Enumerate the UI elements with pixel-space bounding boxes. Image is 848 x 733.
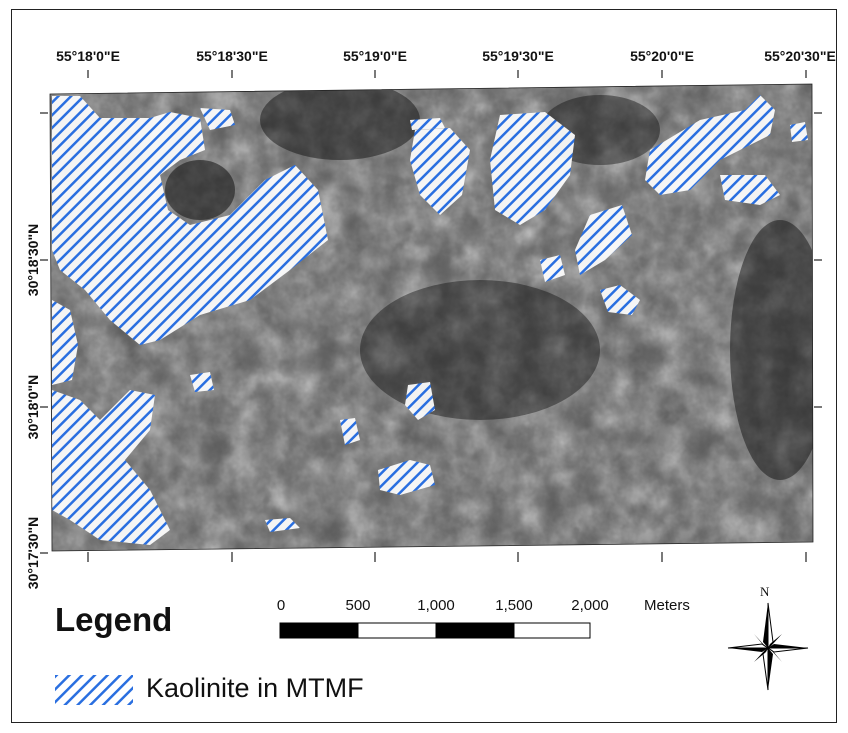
kaolinite-area [540,255,565,282]
kaolinite-areas [52,95,808,545]
legend-item-label: Kaolinite in MTMF [146,673,364,703]
kaolinite-area [720,175,780,205]
kaolinite-area [490,112,575,225]
longitude-label: 55°19'0"E [343,48,407,64]
kaolinite-area [575,205,632,275]
scale-bar-units: Meters [644,597,690,614]
kaolinite-area [410,128,470,215]
kaolinite-area [52,96,328,345]
kaolinite-area [190,372,214,392]
scale-bar-label: 500 [345,597,371,614]
kaolinite-legend-swatch [55,675,133,705]
kaolinite-area [52,300,78,385]
latitude-label: 30°18'0"N [25,374,41,440]
compass-rose-icon [727,602,809,691]
latitude-label: 30°17'30"N [25,516,41,590]
graticule-ticks [40,70,822,562]
kaolinite-area [340,418,360,445]
longitude-label: 55°20'0"E [630,48,694,64]
scale-bar [279,622,591,639]
longitude-label: 55°18'0"E [56,48,120,64]
longitude-label: 55°19'30"E [482,48,554,64]
legend-title: Legend [55,601,173,638]
scale-bar-label: 1,000 [417,597,455,614]
kaolinite-area [410,118,445,130]
kaolinite-area [378,460,435,495]
scale-bar-label: 0 [276,597,286,614]
north-label: N [760,584,770,599]
kaolinite-area [200,108,235,130]
latitude-label: 30°18'30"N [25,223,41,297]
kaolinite-area [600,285,640,315]
map-frame [11,9,837,723]
scale-bar-label: 2,000 [571,597,609,614]
scale-bar-label: 1,500 [495,597,533,614]
kaolinite-area [405,382,435,420]
satellite-basemap [50,84,813,551]
kaolinite-area [645,95,775,195]
kaolinite-area [790,122,808,142]
kaolinite-area [265,518,300,532]
longitude-label: 55°18'30"E [196,48,268,64]
longitude-label: 55°20'30"E [764,48,836,64]
kaolinite-area [52,390,170,545]
